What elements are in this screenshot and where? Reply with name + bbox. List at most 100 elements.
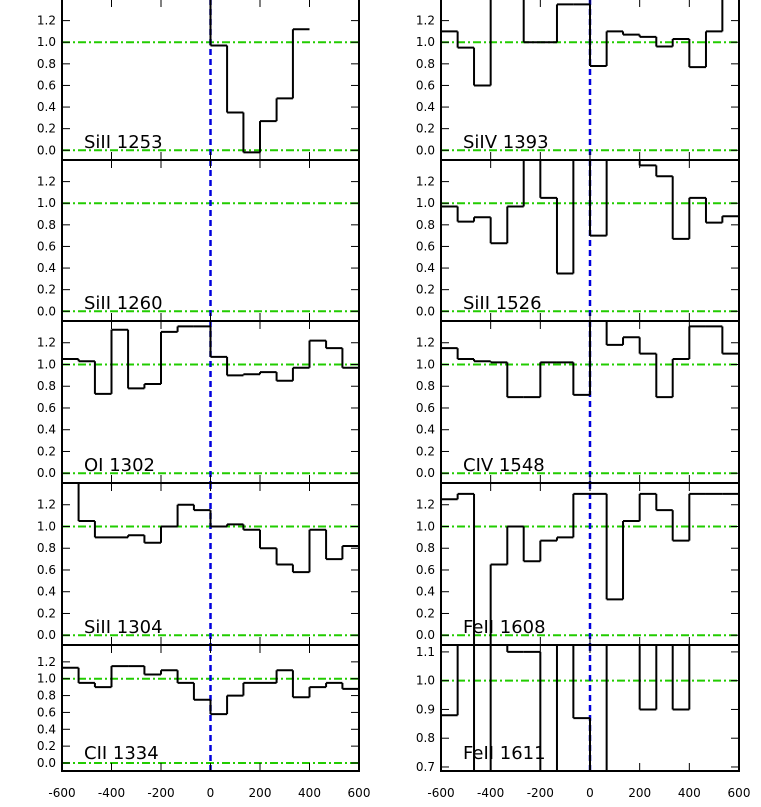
y-tick-label: 1.0 [416, 35, 435, 49]
y-tick-label: 0.2 [37, 283, 56, 297]
y-tick-label: 1.0 [416, 196, 435, 210]
y-tick-label: 0.4 [37, 261, 56, 275]
panel-label: FeII 1611 [463, 743, 546, 764]
y-tick-label: 0.4 [37, 100, 56, 114]
panel: 0.0 0.2 0.4 0.6 0.8 1.0 1.2 CIV 1548 [416, 320, 740, 484]
y-tick-label: 0.0 [416, 304, 435, 318]
y-tick-label: 0.2 [416, 444, 435, 458]
y-tick-label: 0.6 [416, 239, 435, 253]
y-tick-label: 0.0 [37, 628, 56, 642]
x-tick-label: -600 [427, 786, 454, 800]
y-tick-label: 0.0 [416, 628, 435, 642]
y-tick-label: 0.2 [416, 122, 435, 136]
panel-label: SiII 1260 [84, 293, 163, 314]
y-tick-label: 0.8 [37, 689, 56, 703]
y-tick-label: 0.6 [37, 78, 56, 92]
y-tick-label: 1.2 [416, 175, 435, 189]
y-tick-label: 1.0 [416, 519, 435, 533]
plot-area [441, 0, 739, 160]
y-tick-label: 0.6 [37, 239, 56, 253]
y-tick-label: 0.2 [416, 606, 435, 620]
y-tick-label: 1.2 [37, 175, 56, 189]
y-tick-label: 1.2 [416, 14, 435, 28]
panel: 0.0 0.2 0.4 0.6 0.8 1.0 1.2 SiII 1253 [37, 0, 360, 161]
y-tick-label: 0.2 [37, 444, 56, 458]
y-tick-label: 0.4 [37, 722, 56, 736]
y-tick-label: 1.2 [37, 498, 56, 512]
y-tick-label: 1.2 [416, 336, 435, 350]
x-tick-label: 0 [207, 786, 215, 800]
plot-area [441, 160, 739, 321]
y-tick-label: 0.6 [416, 563, 435, 577]
x-tick-label: -200 [527, 786, 554, 800]
plot-area [62, 483, 359, 645]
y-tick-label: 0.8 [37, 541, 56, 555]
y-tick-label: 0.6 [37, 705, 56, 719]
x-tick-label: -200 [147, 786, 174, 800]
y-tick-label: 1.2 [37, 655, 56, 669]
x-tick-label: 0 [586, 786, 594, 800]
y-tick-label: 0.0 [37, 143, 56, 157]
x-tick-label: 400 [298, 786, 321, 800]
y-tick-label: 0.8 [37, 57, 56, 71]
y-tick-label: 0.2 [416, 283, 435, 297]
y-tick-label: 1.2 [37, 336, 56, 350]
y-tick-label: 0.9 [416, 702, 435, 716]
x-tick-label: 400 [678, 786, 701, 800]
panel-label: SiII 1526 [463, 293, 542, 314]
panel-label: CIV 1548 [463, 455, 545, 476]
plot-area [62, 321, 359, 483]
plot-area [62, 160, 359, 321]
panel: 0.0 0.2 0.4 0.6 0.8 1.0 1.2 OI 1302 [37, 320, 360, 484]
y-tick-label: 0.4 [416, 261, 435, 275]
y-tick-label: 0.8 [37, 218, 56, 232]
x-tick-label: 600 [728, 786, 751, 800]
y-tick-label: 0.6 [416, 401, 435, 415]
panel: 0.0 0.2 0.4 0.6 0.8 1.0 1.2 SiII 1260 [37, 159, 360, 322]
y-tick-label: 0.0 [416, 143, 435, 157]
y-tick-label: 0.4 [416, 585, 435, 599]
y-tick-label: 0.8 [416, 379, 435, 393]
panel-label: SiIV 1393 [463, 132, 549, 153]
y-tick-label: 1.2 [37, 14, 56, 28]
y-tick-label: 0.2 [37, 606, 56, 620]
panel-label: SiII 1304 [84, 617, 163, 638]
y-tick-label: 0.0 [37, 756, 56, 770]
y-tick-label: 1.1 [416, 645, 435, 659]
y-tick-label: 1.2 [416, 498, 435, 512]
y-tick-label: 0.4 [37, 423, 56, 437]
x-tick-label: -400 [477, 786, 504, 800]
y-tick-label: 0.8 [416, 731, 435, 745]
panel-label: CII 1334 [84, 743, 159, 764]
y-tick-label: 1.0 [37, 35, 56, 49]
y-tick-label: 0.2 [37, 739, 56, 753]
y-tick-label: 0.6 [37, 401, 56, 415]
y-tick-label: 0.6 [37, 563, 56, 577]
y-tick-label: 0.4 [416, 100, 435, 114]
panel: 0.0 0.2 0.4 0.6 0.8 1.0 1.2 FeII 1608 [416, 482, 740, 646]
y-tick-label: 0.2 [37, 122, 56, 136]
y-tick-label: 1.0 [37, 196, 56, 210]
x-tick-label: -600 [48, 786, 75, 800]
x-tick-label: -400 [98, 786, 125, 800]
y-tick-label: 1.0 [37, 357, 56, 371]
y-tick-label: 1.0 [416, 674, 435, 688]
y-tick-label: 0.0 [37, 466, 56, 480]
panel: 0.0 0.2 0.4 0.6 0.8 1.0 1.2 SiIV 1393 [416, 0, 740, 161]
y-tick-label: 0.4 [37, 585, 56, 599]
panel: 0.0 0.2 0.4 0.6 0.8 1.0 1.2 SiII 1526 [416, 159, 740, 322]
panel: 0.0 0.2 0.4 0.6 0.8 1.0 1.2 SiII 1304 [37, 482, 360, 646]
x-tick-label: 600 [348, 786, 371, 800]
y-tick-label: 0.8 [416, 57, 435, 71]
y-tick-label: 1.0 [37, 519, 56, 533]
y-tick-label: 0.8 [416, 218, 435, 232]
y-tick-label: 1.0 [416, 357, 435, 371]
plot-area [441, 321, 739, 483]
y-tick-label: 1.0 [37, 672, 56, 686]
y-tick-label: 0.0 [416, 466, 435, 480]
plot-area [441, 645, 739, 771]
panel: 0.7 0.8 0.9 1.0 1.1 -600 -400 -200 0 200 400 600 FeI… [416, 644, 751, 800]
y-tick-label: 0.0 [37, 304, 56, 318]
panel: 0.0 0.2 0.4 0.6 0.8 1.0 1.2 -600 -400 -200 0 200 400… [37, 644, 371, 800]
